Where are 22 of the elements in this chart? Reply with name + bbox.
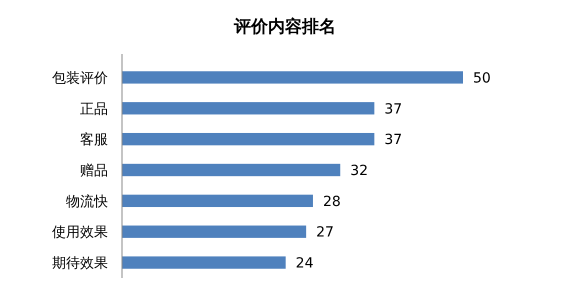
y-tick-label: 期待效果 — [52, 256, 108, 272]
y-tick-label: 物流快 — [66, 194, 108, 210]
bar — [122, 102, 374, 114]
y-tick-label: 包装评价 — [52, 70, 108, 86]
data-label: 37 — [384, 101, 402, 118]
data-label: 50 — [473, 70, 491, 86]
y-tick-label: 使用效果 — [52, 224, 108, 241]
bar — [122, 226, 306, 238]
y-tick-label: 赠品 — [80, 163, 108, 179]
data-label: 27 — [316, 224, 334, 241]
data-label: 24 — [296, 256, 314, 272]
bar — [122, 132, 374, 146]
y-tick-label: 正品 — [80, 101, 108, 118]
chart-title: 评价内容排名 — [233, 17, 336, 37]
bar — [122, 71, 463, 84]
bar — [122, 194, 313, 208]
bar — [122, 164, 340, 176]
y-tick-label: 客服 — [80, 132, 108, 148]
data-label: 37 — [384, 132, 402, 148]
data-label: 28 — [322, 194, 341, 210]
bar — [122, 256, 286, 269]
data-label: 32 — [350, 163, 368, 179]
